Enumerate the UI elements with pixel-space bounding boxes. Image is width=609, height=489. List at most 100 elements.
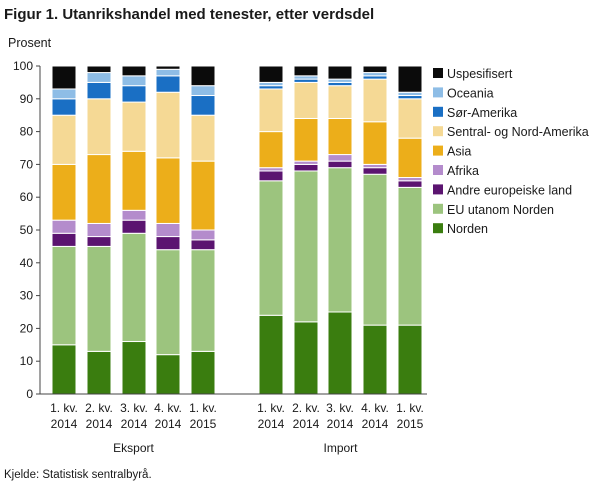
bar-segment-0-1 <box>51 245 77 346</box>
bar-segment-6-1 <box>293 170 319 323</box>
bar-segment-1-5 <box>86 98 112 156</box>
bar-segment-5-8 <box>258 65 284 83</box>
bar-segment-1-8 <box>86 65 112 74</box>
x-tick-label-line2-9: 2015 <box>397 417 424 431</box>
bar-segment-2-3 <box>121 209 147 221</box>
bar-segment-0-6 <box>51 98 77 116</box>
bar-segment-1-4 <box>86 154 112 224</box>
bar-segment-1-3 <box>86 222 112 238</box>
bar-segment-7-3 <box>327 154 353 162</box>
legend-label-6: Andre europeiske land <box>447 183 572 197</box>
x-tick-label-line1-1: 2. kv. <box>85 401 113 415</box>
legend-label-7: EU utanom Norden <box>447 203 554 217</box>
x-tick-label-line1-5: 1. kv. <box>257 401 285 415</box>
group-label-1: Import <box>323 441 358 455</box>
x-tick-label-line2-4: 2015 <box>190 417 217 431</box>
y-axis-unit-label: Prosent <box>8 36 52 50</box>
legend-swatch-0 <box>433 68 443 78</box>
bar-segment-1-2 <box>86 236 112 247</box>
legend-swatch-2 <box>433 106 443 117</box>
y-tick-label-60: 60 <box>20 190 34 204</box>
legend: Uspesifisert Oceania Sør-Amerika Sentral- o… <box>433 67 589 236</box>
bar-segment-0-2 <box>51 232 77 247</box>
bar-segment-5-2 <box>258 170 284 182</box>
legend-swatch-5 <box>433 165 443 175</box>
bar-segment-2-5 <box>121 101 147 152</box>
bar-segment-3-0 <box>155 354 181 395</box>
x-tick-label-line1-4: 1. kv. <box>189 401 217 415</box>
bar-segment-9-1 <box>397 186 423 326</box>
bar-segment-0-8 <box>51 65 77 90</box>
bar-segment-7-4 <box>327 117 353 156</box>
bar-segment-8-0 <box>362 324 388 395</box>
stacked-bar-chart: 0 10 20 30 40 50 60 70 80 90 100 1. kv. 2014 2. kv. 20… <box>13 59 589 455</box>
x-tick-label-line1-8: 4. kv. <box>361 401 389 415</box>
bar-segment-3-6 <box>155 75 181 93</box>
bar-segment-7-5 <box>327 85 353 119</box>
bar-segment-4-2 <box>190 239 216 251</box>
bar-segment-6-0 <box>293 321 319 395</box>
x-tick-label-line2-7: 2014 <box>327 417 354 431</box>
legend-swatch-8 <box>433 223 443 234</box>
x-tick-label-line1-7: 3. kv. <box>326 401 354 415</box>
bar-segment-7-8 <box>327 65 353 80</box>
bar-segment-5-4 <box>258 131 284 169</box>
bar-segment-7-2 <box>327 160 353 169</box>
y-tick-label-80: 80 <box>20 125 34 139</box>
y-tick-label-30: 30 <box>20 289 34 303</box>
bar-segment-3-1 <box>155 249 181 356</box>
y-tick-label-20: 20 <box>20 321 34 335</box>
bar-segment-8-8 <box>362 65 388 74</box>
bars-layer <box>51 65 423 395</box>
x-tick-label-line1-6: 2. kv. <box>292 401 320 415</box>
x-tick-label-line1-2: 3. kv. <box>120 401 148 415</box>
x-tick-label-line2-3: 2014 <box>155 417 182 431</box>
bar-segment-1-1 <box>86 245 112 352</box>
bar-segment-4-1 <box>190 249 216 352</box>
bar-segment-9-5 <box>397 98 423 139</box>
bar-segment-9-0 <box>397 324 423 395</box>
x-tick-label-line2-6: 2014 <box>293 417 320 431</box>
legend-swatch-4 <box>433 145 443 156</box>
y-tick-label-50: 50 <box>20 223 34 237</box>
bar-segment-6-5 <box>293 81 319 119</box>
legend-swatch-7 <box>433 203 443 214</box>
bar-segment-0-5 <box>51 114 77 165</box>
bar-segment-1-7 <box>86 72 112 83</box>
legend-label-4: Asia <box>447 145 471 159</box>
bar-segment-4-4 <box>190 160 216 231</box>
bar-segment-2-0 <box>121 341 147 395</box>
bar-segment-7-1 <box>327 167 353 313</box>
bar-segment-4-3 <box>190 229 216 241</box>
chart-title: Figur 1. Utanrikshandel med tenester, et… <box>4 6 375 23</box>
legend-label-1: Oceania <box>447 86 494 100</box>
legend-swatch-6 <box>433 184 443 195</box>
bar-segment-6-8 <box>293 65 319 77</box>
bar-segment-3-2 <box>155 236 181 251</box>
bar-segment-1-6 <box>86 81 112 100</box>
bar-segment-3-8 <box>155 65 181 70</box>
bar-segment-4-7 <box>190 85 216 97</box>
bar-segment-6-4 <box>293 117 319 162</box>
x-tick-label-line2-1: 2014 <box>86 417 113 431</box>
bar-segment-9-4 <box>397 137 423 179</box>
bar-segment-3-3 <box>155 222 181 238</box>
x-tick-label-line1-3: 4. kv. <box>154 401 182 415</box>
legend-swatch-1 <box>433 87 443 98</box>
bar-segment-2-1 <box>121 232 147 343</box>
bar-segment-5-0 <box>258 314 284 395</box>
y-tick-label-0: 0 <box>26 387 33 401</box>
bar-segment-2-6 <box>121 85 147 103</box>
legend-swatch-3 <box>433 126 443 137</box>
bar-segment-0-7 <box>51 88 77 100</box>
axes-layer: 0 10 20 30 40 50 60 70 80 90 100 1. kv. 2014 2. kv. 20… <box>13 59 427 455</box>
bar-segment-8-4 <box>362 121 388 165</box>
bar-segment-0-4 <box>51 163 77 221</box>
legend-label-3: Sentral- og Nord-Amerika <box>447 125 589 139</box>
y-tick-label-90: 90 <box>20 92 34 106</box>
bar-segment-9-2 <box>397 180 423 188</box>
x-tick-label-line2-0: 2014 <box>51 417 78 431</box>
x-tick-label-line2-2: 2014 <box>121 417 148 431</box>
bar-segment-8-2 <box>362 167 388 175</box>
group-label-0: Eksport <box>113 441 154 455</box>
